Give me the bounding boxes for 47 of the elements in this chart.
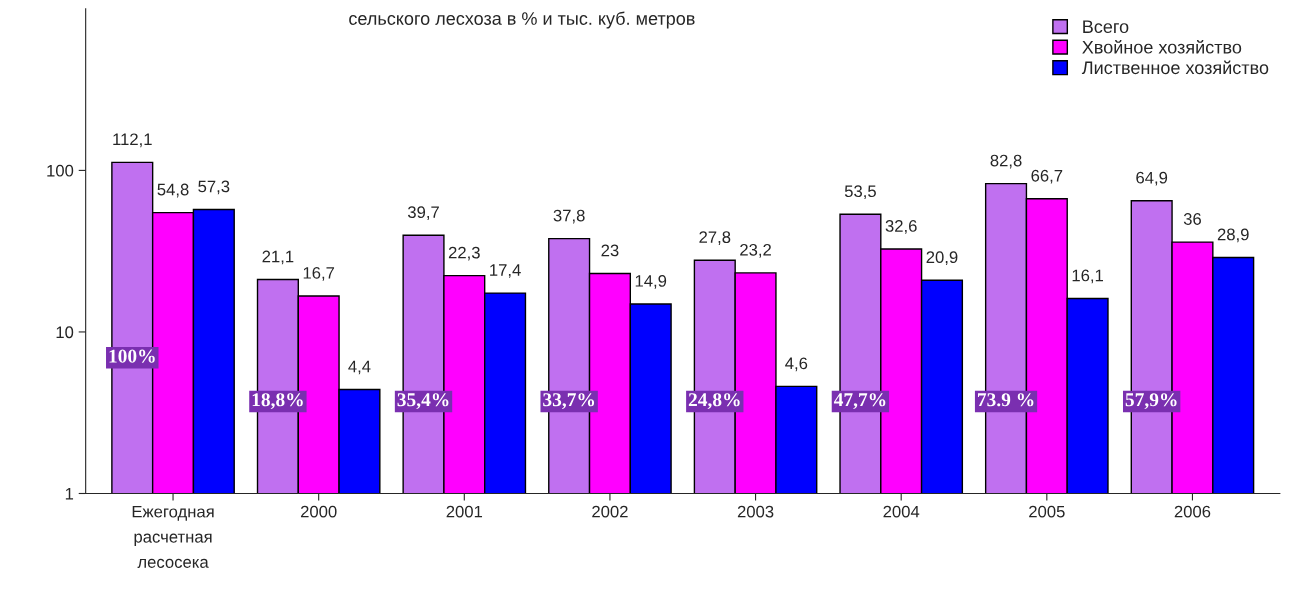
data-label: 4,4 — [348, 360, 371, 375]
y-tick-label: 10 — [56, 326, 74, 339]
annotation: 57,9% — [1125, 393, 1177, 410]
x-tick-label: 2002 — [592, 505, 628, 518]
data-label: 4,6 — [785, 357, 808, 372]
data-label: 23,2 — [740, 243, 771, 258]
x-tick-label: Ежегодная расчетная лесосека — [132, 505, 214, 568]
annotation: 33,7% — [543, 393, 595, 410]
x-tick-label: 2000 — [300, 505, 337, 518]
data-label: 37,8 — [553, 209, 585, 224]
data-label: 21,1 — [262, 250, 294, 265]
x-tick-label: 2001 — [446, 505, 483, 518]
annotation: 100% — [109, 349, 155, 363]
annotation: 18,8% — [252, 393, 303, 410]
data-label: 64,9 — [1136, 171, 1168, 186]
data-label: 39,7 — [407, 206, 439, 220]
y-tick-label: 100 — [47, 164, 74, 177]
data-label: 82,8 — [990, 154, 1022, 169]
data-label: 17,4 — [490, 264, 521, 278]
data-label: 53,5 — [844, 185, 876, 200]
legend-label: Лиственное хозяйство — [1081, 60, 1269, 75]
annotation: 47,7% — [833, 393, 886, 410]
data-label: 32,6 — [885, 220, 917, 234]
data-label: 66,7 — [1031, 169, 1063, 184]
legend-label: Всего — [1083, 20, 1129, 34]
x-tick-label: 2006 — [1174, 505, 1211, 518]
x-tick-label: 2004 — [883, 505, 920, 518]
data-label: 16,7 — [303, 266, 335, 281]
data-label: 27,8 — [699, 231, 731, 245]
data-label: 14,9 — [635, 274, 667, 289]
annotation: 24,8% — [688, 393, 740, 410]
data-label: 20,9 — [926, 251, 958, 266]
data-label: 36 — [1183, 213, 1201, 225]
data-label: 23 — [601, 244, 619, 257]
x-tick-label: 2005 — [1029, 505, 1065, 518]
legend-label: Хвойное хозяйство — [1082, 40, 1242, 54]
data-label: 112,1 — [113, 133, 152, 148]
data-label: 57,3 — [198, 180, 230, 195]
chart-title: сельского лесхоза в % и тыс. куб. метров — [349, 11, 695, 29]
y-tick-label: 1 — [65, 488, 74, 500]
data-label: 16,1 — [1072, 269, 1103, 284]
x-tick-label: 2003 — [737, 505, 774, 518]
data-label: 54,8 — [157, 183, 189, 198]
data-label: 28,9 — [1217, 228, 1249, 243]
data-label: 22,3 — [448, 246, 480, 261]
annotation: 35,4% — [397, 393, 449, 410]
annotation: 73.9 % — [977, 393, 1034, 407]
